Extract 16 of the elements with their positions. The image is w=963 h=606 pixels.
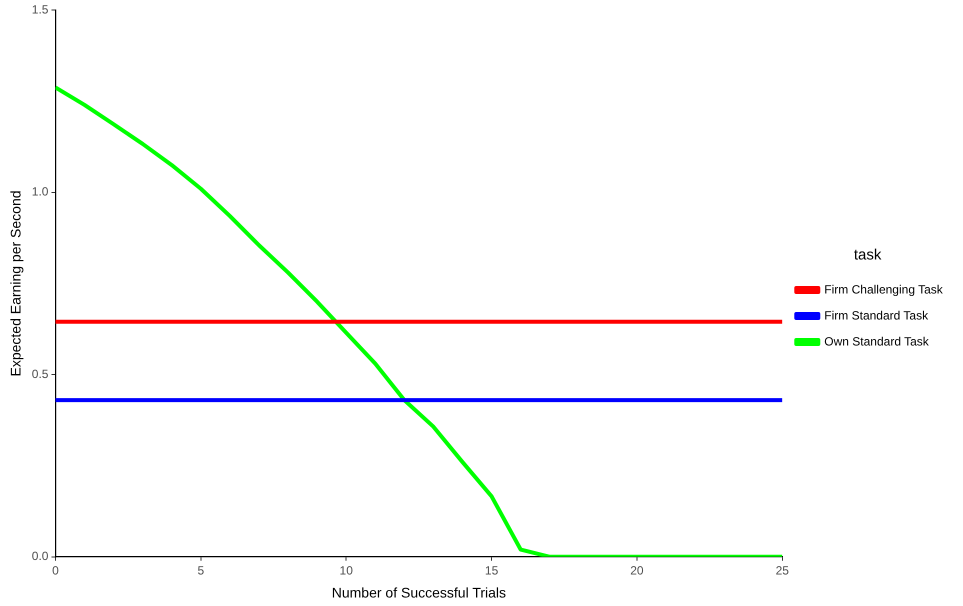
x-tick-label: 20 bbox=[630, 563, 644, 578]
y-tick-label: 0.5 bbox=[32, 366, 49, 381]
x-tick-label: 25 bbox=[776, 563, 790, 578]
y-tick-label: 1.0 bbox=[32, 184, 49, 199]
x-axis-title: Number of Successful Trials bbox=[332, 584, 506, 600]
legend-title: task bbox=[854, 246, 882, 264]
x-tick-label: 10 bbox=[340, 563, 354, 578]
legend-label: Firm Standard Task bbox=[824, 308, 930, 322]
x-tick-label: 15 bbox=[484, 563, 499, 578]
x-tick-label: 5 bbox=[198, 563, 204, 578]
legend-label: Own Standard Task bbox=[824, 334, 930, 348]
legend-label: Firm Challenging Task bbox=[824, 282, 944, 296]
y-tick-label: 1.5 bbox=[32, 2, 49, 17]
y-axis-title: Expected Earning per Second bbox=[7, 190, 24, 377]
x-tick-label: 0 bbox=[52, 563, 60, 578]
y-tick-label: 0.0 bbox=[32, 549, 49, 564]
